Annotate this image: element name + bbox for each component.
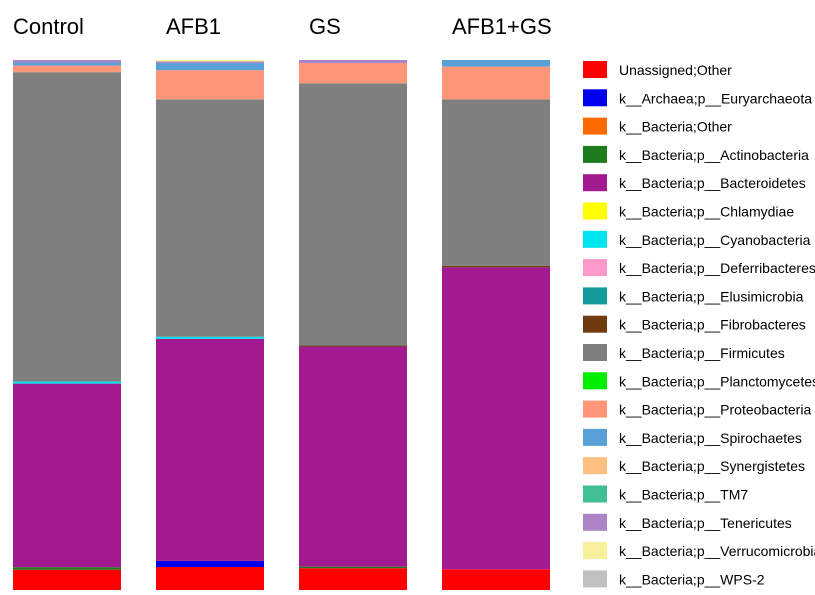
bar-segment	[156, 338, 264, 561]
legend-swatch	[583, 89, 607, 107]
legend-label: k__Bacteria;p__Chlamydiae	[619, 204, 794, 220]
legend-label: k__Bacteria;p__Spirochaetes	[619, 430, 802, 446]
legend-label: k__Bacteria;p__Verrucomicrobia	[619, 543, 815, 559]
bar-segment	[299, 83, 407, 346]
legend-swatch	[583, 174, 607, 192]
legend-label: k__Archaea;p__Euryarchaeota	[619, 90, 812, 106]
bar-segment	[13, 65, 121, 73]
legend-label: k__Bacteria;p__Synergistetes	[619, 458, 805, 474]
legend-swatch	[583, 457, 607, 475]
bar-segment	[156, 60, 264, 62]
category-label: AFB1+GS	[452, 14, 552, 39]
bar-segment	[156, 99, 264, 337]
bar-segment	[13, 72, 121, 382]
legend-swatch	[583, 513, 607, 531]
bar-segment	[13, 62, 121, 66]
category-label: Control	[13, 14, 84, 39]
legend-swatch	[583, 542, 607, 560]
bar-segment	[442, 569, 550, 590]
bar-segment	[299, 566, 407, 569]
legend-swatch	[583, 428, 607, 446]
bar-segment	[442, 99, 550, 266]
legend-swatch	[583, 372, 607, 390]
bar-segment	[442, 66, 550, 100]
legend-label: k__Bacteria;p__Fibrobacteres	[619, 317, 806, 333]
legend-label: k__Bacteria;p__Bacteroidetes	[619, 175, 806, 191]
legend-swatch	[583, 344, 607, 361]
bar-segment	[299, 345, 407, 347]
legend-label: k__Bacteria;p__Proteobacteria	[619, 402, 811, 418]
bar-segment	[13, 60, 121, 63]
legend-label: k__Bacteria;p__Planctomycetes	[619, 373, 815, 389]
legend-swatch	[583, 230, 607, 248]
bar-segment	[13, 383, 121, 568]
bar-segment	[442, 267, 550, 570]
legend-swatch	[583, 315, 607, 333]
legend-label: k__Bacteria;p__Actinobacteria	[619, 147, 809, 163]
bar-segment	[156, 61, 264, 64]
legend-label: k__Bacteria;p__Elusimicrobia	[619, 288, 804, 304]
bar-segment	[156, 560, 264, 568]
bar-segment	[442, 60, 550, 67]
legend-label: k__Bacteria;Other	[619, 119, 732, 135]
legend-swatch	[583, 61, 607, 78]
bar-segment	[156, 336, 264, 339]
legend-swatch	[583, 570, 607, 588]
legend-swatch	[583, 287, 607, 305]
bar-segment	[299, 568, 407, 590]
legend-swatch	[583, 259, 607, 277]
bar-segment	[442, 265, 550, 268]
legend-swatch	[583, 117, 607, 135]
bar-segment	[299, 346, 407, 567]
bar-segment	[13, 567, 121, 570]
legend-label: Unassigned;Other	[619, 62, 732, 78]
legend-label: k__Bacteria;p__Tenericutes	[619, 515, 792, 531]
legend: Unassigned;Other k__Archaea;p__Euryarchae…	[583, 61, 815, 588]
legend-label: k__Bacteria;p__WPS-2	[619, 571, 765, 587]
legend-label: k__Bacteria;p__TM7	[619, 487, 748, 503]
legend-label: k__Bacteria;p__Deferribacteres	[619, 260, 815, 276]
legend-swatch	[583, 400, 607, 418]
legend-swatch	[583, 202, 607, 220]
bars-layer	[13, 60, 550, 590]
bar-segment	[13, 569, 121, 590]
category-label: GS	[309, 14, 341, 39]
category-labels: Control AFB1 GS AFB1+GS	[13, 14, 552, 39]
bar-segment	[156, 63, 264, 71]
legend-label: k__Bacteria;p__Cyanobacteria	[619, 232, 811, 248]
legend-swatch	[583, 145, 607, 163]
legend-swatch	[583, 485, 607, 503]
category-label: AFB1	[166, 14, 221, 39]
bar-segment	[299, 63, 407, 84]
bar-segment	[299, 60, 407, 64]
bar-segment	[13, 381, 121, 384]
bar-segment	[156, 567, 264, 590]
legend-label: k__Bacteria;p__Firmicutes	[619, 345, 785, 361]
bar-segment	[156, 70, 264, 100]
